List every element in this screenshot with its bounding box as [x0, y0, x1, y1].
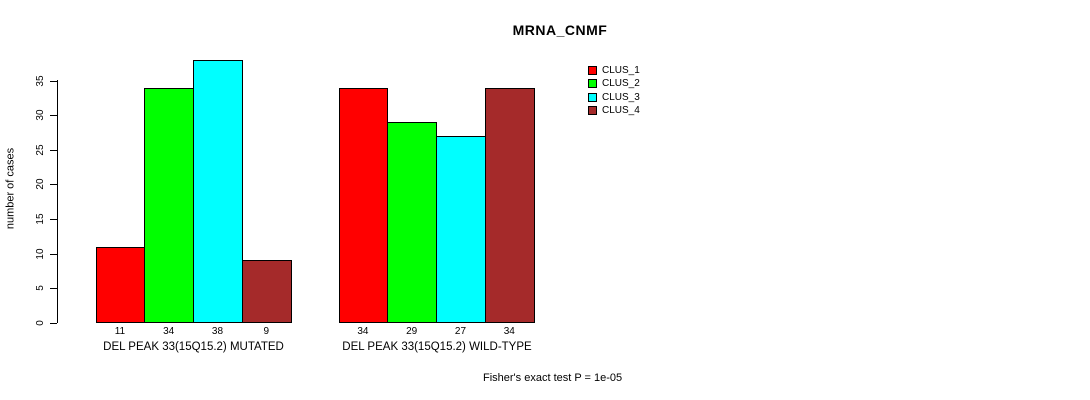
- bar-clus_2-wild-type: [387, 122, 438, 323]
- y-tick-mark: [50, 322, 57, 324]
- legend-swatch-icon: [588, 92, 597, 102]
- bar-value-label: 29: [406, 326, 418, 337]
- bar-clus_3-wild-type: [436, 136, 486, 323]
- y-tick-mark: [50, 149, 57, 151]
- y-tick-label: 25: [35, 144, 46, 156]
- bar-clus_1-mutated: [95, 246, 146, 323]
- bar-clus_4-wild-type: [484, 87, 535, 323]
- y-axis-line: [57, 80, 58, 323]
- y-axis-title: number of cases: [4, 147, 17, 230]
- y-tick-mark: [50, 253, 57, 255]
- y-tick-mark: [50, 184, 57, 186]
- bar-value-label: 34: [357, 326, 369, 337]
- legend-label: CLUS_3: [602, 91, 640, 103]
- bar-value-label: 9: [263, 326, 270, 337]
- y-tick-label: 20: [35, 178, 46, 190]
- y-tick-label: 15: [35, 213, 46, 225]
- y-tick-mark: [50, 115, 57, 117]
- legend-swatch-icon: [588, 79, 597, 89]
- legend-label: CLUS_4: [602, 105, 640, 117]
- bar-value-label: 11: [114, 326, 126, 337]
- x-group-label-wild-type: DEL PEAK 33(15Q15.2) WILD-TYPE: [342, 341, 532, 353]
- bar-value-label: 34: [503, 326, 515, 337]
- fisher-test-annotation: Fisher's exact test P = 1e-05: [483, 372, 623, 384]
- bar-value-label: 34: [163, 326, 175, 337]
- bar-clus_1-wild-type: [338, 87, 389, 323]
- bar-value-label: 27: [454, 326, 467, 337]
- chart-title: MRNA_CNMF: [512, 22, 608, 38]
- bar-clus_4-mutated: [241, 260, 292, 323]
- legend-swatch-icon: [588, 106, 597, 116]
- legend-swatch-icon: [588, 66, 597, 75]
- y-tick-label: 0: [35, 319, 46, 326]
- y-tick-label: 30: [35, 109, 46, 121]
- legend-label: CLUS_2: [602, 78, 640, 90]
- y-tick-mark: [50, 80, 57, 82]
- y-tick-mark: [50, 218, 57, 220]
- y-tick-mark: [50, 288, 57, 290]
- legend-label: CLUS_1: [602, 65, 640, 76]
- y-tick-label: 5: [35, 285, 46, 291]
- y-tick-label: 10: [35, 247, 46, 260]
- y-tick-label: 35: [35, 75, 46, 87]
- x-group-label-mutated: DEL PEAK 33(15Q15.2) MUTATED: [103, 341, 284, 353]
- bar-value-label: 38: [211, 326, 224, 337]
- bar-clus_3-mutated: [193, 59, 243, 323]
- bar-clus_2-mutated: [144, 87, 195, 323]
